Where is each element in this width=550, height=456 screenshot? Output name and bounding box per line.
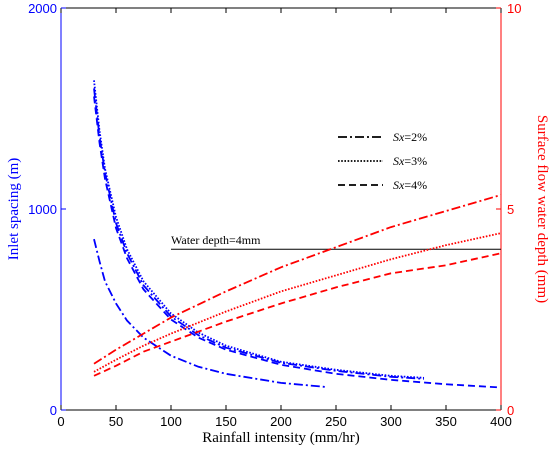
series-right-dotted-line	[93, 232, 502, 373]
x-tick-label: 150	[215, 414, 237, 429]
water-depth-annotation: Water depth=4mm	[171, 233, 261, 247]
x-tick-label: 350	[435, 414, 457, 429]
x-axis-label: Rainfall intensity (mm/hr)	[202, 430, 359, 446]
x-tick-label: 100	[160, 414, 182, 429]
series-left-dotted-line	[93, 80, 425, 379]
y-right-tick-label: 10	[507, 1, 521, 16]
x-tick-label: 250	[325, 414, 347, 429]
legend-label: Sx=3%	[393, 154, 427, 168]
x-tick-label: 0	[57, 414, 64, 429]
legend-label: Sx=2%	[393, 130, 427, 144]
series-right-dashed-line	[93, 252, 502, 377]
x-tick-label: 400	[490, 414, 512, 429]
series-right-dashdot-line	[93, 194, 502, 365]
y-left-tick-label: 0	[50, 403, 57, 418]
y-right-tick-label: 5	[507, 202, 514, 217]
y-left-axis-label: Inlet spacing (m)	[6, 158, 22, 260]
y-right-tick-label: 0	[507, 403, 514, 418]
y-right-axis-label: Surface flow water depth (mm)	[534, 115, 550, 303]
x-tick-label: 50	[109, 414, 123, 429]
legend-label: Sx=4%	[393, 178, 427, 192]
series-left-dashdot-line	[93, 88, 425, 380]
x-tick-label: 200	[270, 414, 292, 429]
series-left-dashdot-line	[93, 238, 326, 388]
series-left-dashed-line	[93, 96, 502, 389]
y-left-tick-label: 1000	[28, 202, 57, 217]
y-left-tick-label: 2000	[28, 1, 57, 16]
x-tick-label: 300	[380, 414, 402, 429]
